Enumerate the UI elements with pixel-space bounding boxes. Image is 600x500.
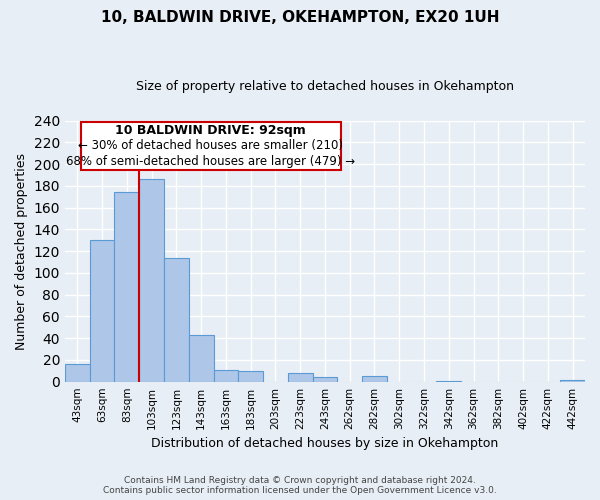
Text: 68% of semi-detached houses are larger (479) →: 68% of semi-detached houses are larger (… [66,154,355,168]
Bar [560,380,585,382]
Bar [436,380,461,382]
Text: Contains HM Land Registry data © Crown copyright and database right 2024.
Contai: Contains HM Land Registry data © Crown c… [103,476,497,495]
Bar [313,378,337,382]
Bar [139,180,164,382]
X-axis label: Distribution of detached houses by size in Okehampton: Distribution of detached houses by size … [151,437,499,450]
Bar [115,192,139,382]
Bar [65,364,89,382]
Bar [362,376,387,382]
Bar [189,335,214,382]
Bar [89,240,115,382]
Bar [238,371,263,382]
FancyBboxPatch shape [80,122,341,170]
Title: Size of property relative to detached houses in Okehampton: Size of property relative to detached ho… [136,80,514,93]
Text: ← 30% of detached houses are smaller (210): ← 30% of detached houses are smaller (21… [78,139,343,152]
Bar [214,370,238,382]
Bar [164,258,189,382]
Text: 10 BALDWIN DRIVE: 92sqm: 10 BALDWIN DRIVE: 92sqm [115,124,306,138]
Text: 10, BALDWIN DRIVE, OKEHAMPTON, EX20 1UH: 10, BALDWIN DRIVE, OKEHAMPTON, EX20 1UH [101,10,499,25]
Y-axis label: Number of detached properties: Number of detached properties [15,152,28,350]
Bar [288,373,313,382]
